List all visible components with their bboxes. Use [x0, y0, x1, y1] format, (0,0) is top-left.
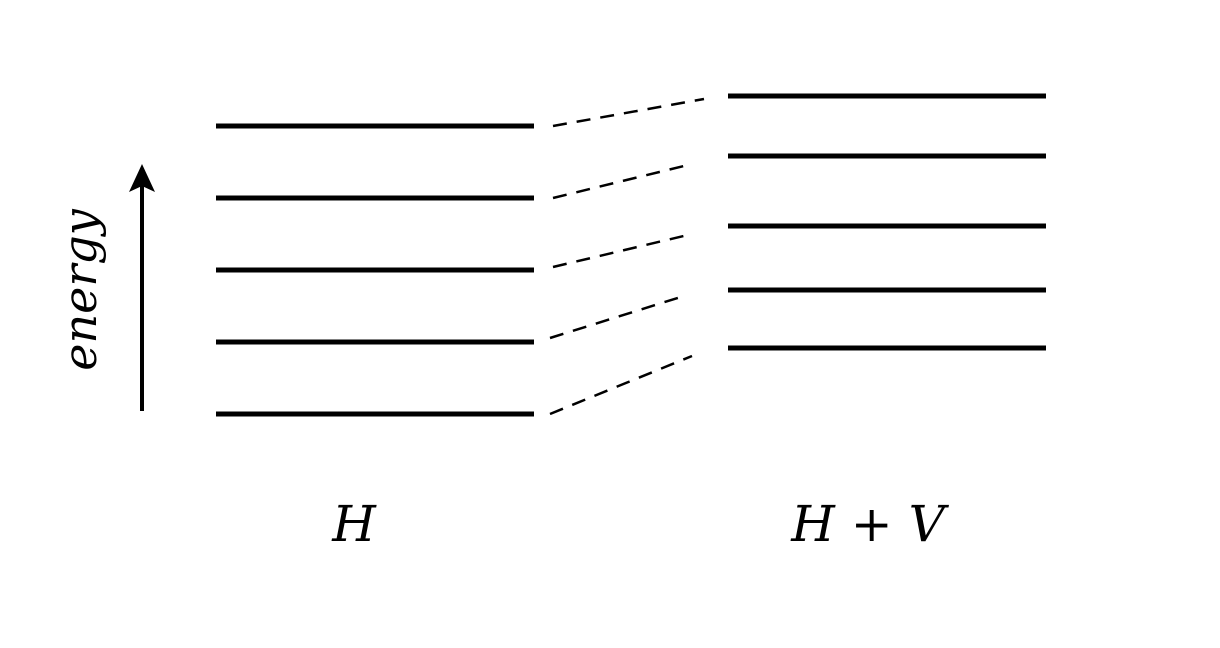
connector-4: [552, 162, 693, 200]
connector-1: [549, 354, 693, 416]
energy-axis-label: energy: [53, 208, 107, 371]
connector-5: [552, 97, 705, 128]
connector-2: [549, 294, 685, 340]
connector-3: [552, 232, 693, 269]
energy-axis-arrowhead: [129, 164, 155, 192]
level-connectors: [549, 97, 705, 416]
energy-axis: [129, 164, 155, 411]
column-label-h-plus-v: H + V: [790, 495, 949, 553]
unperturbed-levels: [216, 123, 534, 417]
perturbed-levels: [728, 93, 1046, 351]
column-label-h: H: [331, 495, 377, 553]
